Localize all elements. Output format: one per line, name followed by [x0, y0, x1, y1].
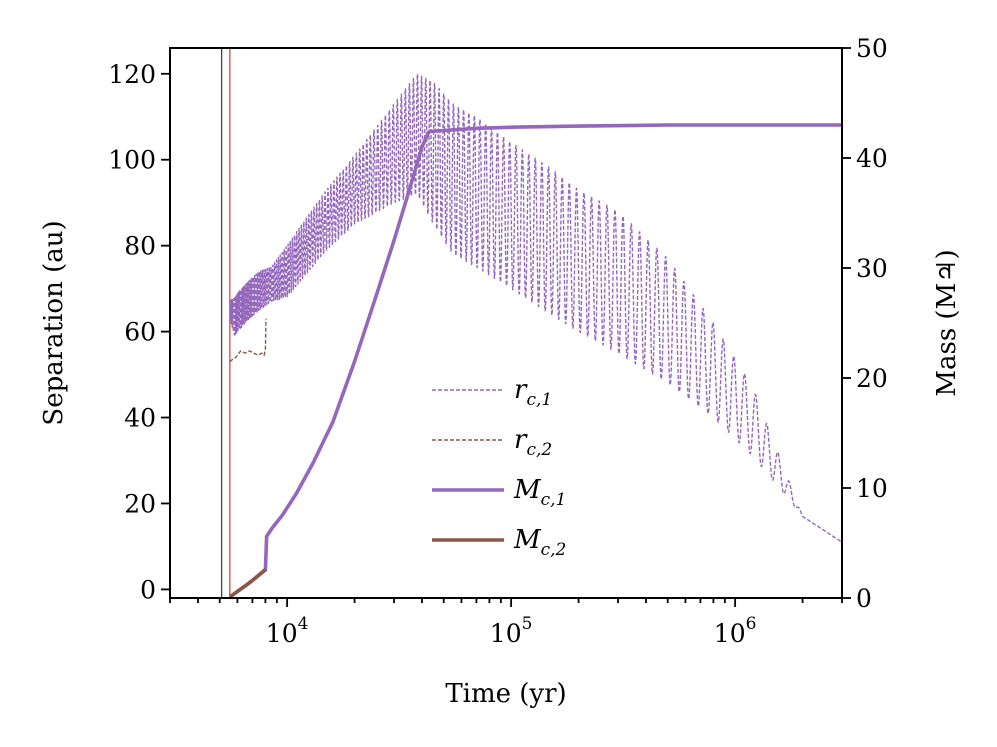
x-tick-label-1: 104 [266, 614, 309, 648]
y-left-tick-label-1: 0 [140, 575, 156, 604]
y-axis-right-title: Mass (M♃) [932, 249, 962, 396]
y-right-tick-label-5: 40 [856, 144, 888, 173]
y-left-tick-label-4: 60 [124, 318, 156, 347]
plot-frame [169, 47, 843, 599]
y-axis-left-title: Separation (au) [39, 220, 69, 425]
y-right-tick-label-3: 20 [856, 364, 888, 393]
y-right-tick-label-1: 0 [856, 584, 872, 613]
y-axis-left: 0 20 40 60 80 100 120 [108, 60, 170, 604]
legend-label-4: Mc,2 [513, 525, 566, 560]
x-tick-label-3: 106 [714, 614, 757, 648]
y-left-tick-label-5: 80 [124, 232, 156, 261]
y-left-tick-label-3: 40 [124, 404, 156, 433]
x-tick-label-2: 105 [490, 614, 533, 648]
series-line-2 [229, 318, 267, 363]
legend: rc,1 rc,2 Mc,1 Mc,2 [432, 375, 566, 560]
legend-label-1: rc,1 [514, 375, 552, 410]
series-layer [220, 48, 842, 598]
y-right-tick-label-2: 10 [856, 474, 888, 503]
legend-label-3: Mc,1 [513, 475, 566, 510]
series-line-1 [229, 73, 842, 543]
x-axis: 104 105 106 [169, 598, 843, 648]
y-axis-right: 0 10 20 30 40 50 [842, 34, 888, 613]
y-right-tick-label-6: 50 [856, 34, 888, 63]
legend-label-2: rc,2 [514, 425, 552, 460]
series-line-4 [228, 567, 268, 598]
y-left-tick-label-6: 100 [108, 146, 156, 175]
y-left-tick-label-2: 20 [124, 489, 156, 518]
y-right-tick-label-4: 30 [856, 254, 888, 283]
y-left-tick-label-7: 120 [108, 60, 156, 89]
x-axis-title: Time (yr) [445, 679, 566, 709]
